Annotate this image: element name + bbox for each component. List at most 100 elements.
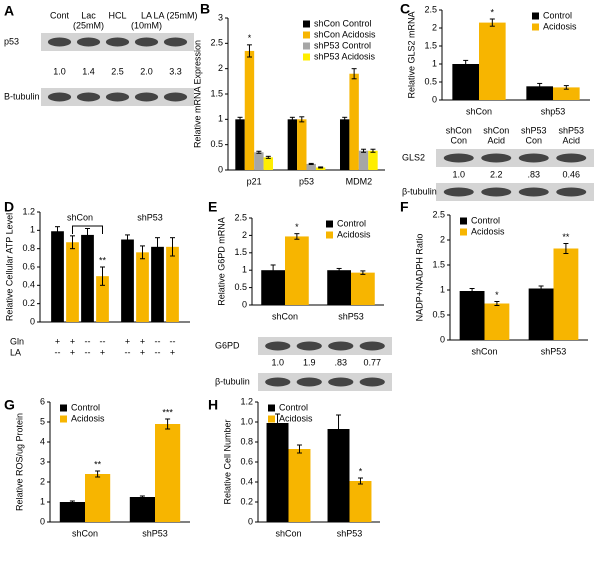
significance: **	[99, 255, 107, 265]
band-quant: .83	[527, 169, 540, 179]
significance: ***	[162, 407, 173, 417]
y-tick-label: 1.5	[210, 88, 223, 98]
band-quant: 0.46	[562, 169, 580, 179]
y-tick-label: 1	[440, 284, 445, 294]
band	[265, 377, 291, 387]
legend-label: shCon Acidosis	[314, 29, 376, 39]
x-tick-label: shP53	[541, 346, 567, 356]
y-tick-label: 0.2	[22, 298, 35, 308]
band-quant: 2.2	[490, 169, 503, 179]
blot-row-label: p53	[4, 36, 19, 46]
band	[134, 92, 159, 102]
y-tick-label: 0	[30, 316, 35, 326]
band	[556, 187, 587, 197]
band	[443, 153, 474, 163]
condition-label: Gln	[10, 336, 24, 346]
band	[265, 341, 291, 351]
x-tick-label: shP53	[142, 528, 168, 538]
significance: *	[491, 7, 495, 17]
bar	[244, 50, 255, 170]
legend-label: shP53 Control	[314, 40, 371, 50]
condition-mark: +	[140, 347, 145, 357]
condition-mark: +	[70, 336, 75, 346]
y-tick-label: 1.5	[432, 259, 445, 269]
y-tick-label: 1.2	[240, 396, 253, 406]
bar	[51, 231, 64, 322]
band-quant: 3.3	[169, 66, 182, 76]
band	[105, 92, 130, 102]
y-tick-label: 1.0	[240, 416, 253, 426]
bar	[306, 163, 316, 170]
legend-label: Control	[471, 215, 500, 225]
bar	[166, 246, 179, 322]
y-axis-label: Relative mRNA Expression	[192, 40, 202, 148]
y-tick-label: 0	[218, 164, 223, 174]
y-tick-label: 0.4	[240, 476, 253, 486]
legend-swatch	[460, 217, 467, 225]
band	[518, 187, 549, 197]
condition-label: LA	[10, 347, 21, 357]
bar	[96, 276, 109, 322]
condition-mark: --	[125, 347, 131, 357]
y-tick-label: 2	[218, 63, 223, 73]
legend-swatch	[60, 404, 67, 412]
condition-mark: --	[85, 336, 91, 346]
legend-label: Acidosis	[543, 21, 577, 31]
significance: **	[562, 232, 570, 242]
lane-label: shP53	[558, 125, 584, 135]
bar	[263, 157, 274, 170]
bar	[235, 119, 245, 170]
bar	[297, 119, 307, 170]
y-axis-label: Relative Cell Number	[222, 419, 232, 504]
band-quant: 1.9	[303, 357, 316, 367]
band-quant: 2.0	[140, 66, 153, 76]
x-tick-label: p53	[299, 176, 314, 186]
bar	[288, 449, 311, 522]
y-tick-label: 2	[440, 234, 445, 244]
bar	[368, 150, 378, 170]
band	[359, 341, 385, 351]
y-tick-label: 2	[40, 476, 45, 486]
legend-swatch	[268, 415, 275, 423]
band	[47, 37, 72, 47]
legend-label: Control	[543, 10, 572, 20]
legend-swatch	[303, 42, 310, 50]
band	[296, 377, 322, 387]
y-tick-label: 2.5	[234, 212, 247, 222]
y-tick-label: 1	[432, 58, 437, 68]
blot-strip	[436, 149, 594, 167]
bar	[484, 303, 510, 340]
lane-label: shCon	[483, 125, 509, 135]
y-tick-label: 0.8	[240, 436, 253, 446]
y-tick-label: 0.6	[22, 261, 35, 271]
group-label: shCon	[67, 212, 93, 222]
lane-label: shP53	[521, 125, 547, 135]
condition-mark: --	[85, 347, 91, 357]
bar	[479, 22, 506, 101]
band	[556, 153, 587, 163]
legend-swatch	[326, 231, 333, 239]
y-tick-label: 0	[248, 516, 253, 526]
blot-strip	[258, 373, 392, 391]
bar	[266, 423, 289, 522]
x-tick-label: shCon	[72, 528, 98, 538]
lane-label: Con	[525, 135, 542, 145]
condition-mark: --	[155, 336, 161, 346]
bar	[59, 502, 85, 522]
y-tick-label: 0.5	[432, 309, 445, 319]
bar	[327, 429, 350, 522]
bar	[459, 291, 485, 340]
y-axis-label: Relative GLS2 mRNA	[406, 11, 416, 98]
bar	[85, 474, 111, 522]
y-axis-label: NADP+/NADPH Ratio	[414, 234, 424, 322]
band	[76, 92, 101, 102]
y-tick-label: 1.5	[424, 40, 437, 50]
band	[481, 153, 512, 163]
y-tick-label: 0	[242, 299, 247, 309]
bar	[349, 481, 372, 522]
band-quant: 2.5	[111, 66, 124, 76]
x-tick-label: shp53	[541, 106, 566, 116]
bar	[151, 246, 164, 322]
y-tick-label: 5	[40, 416, 45, 426]
